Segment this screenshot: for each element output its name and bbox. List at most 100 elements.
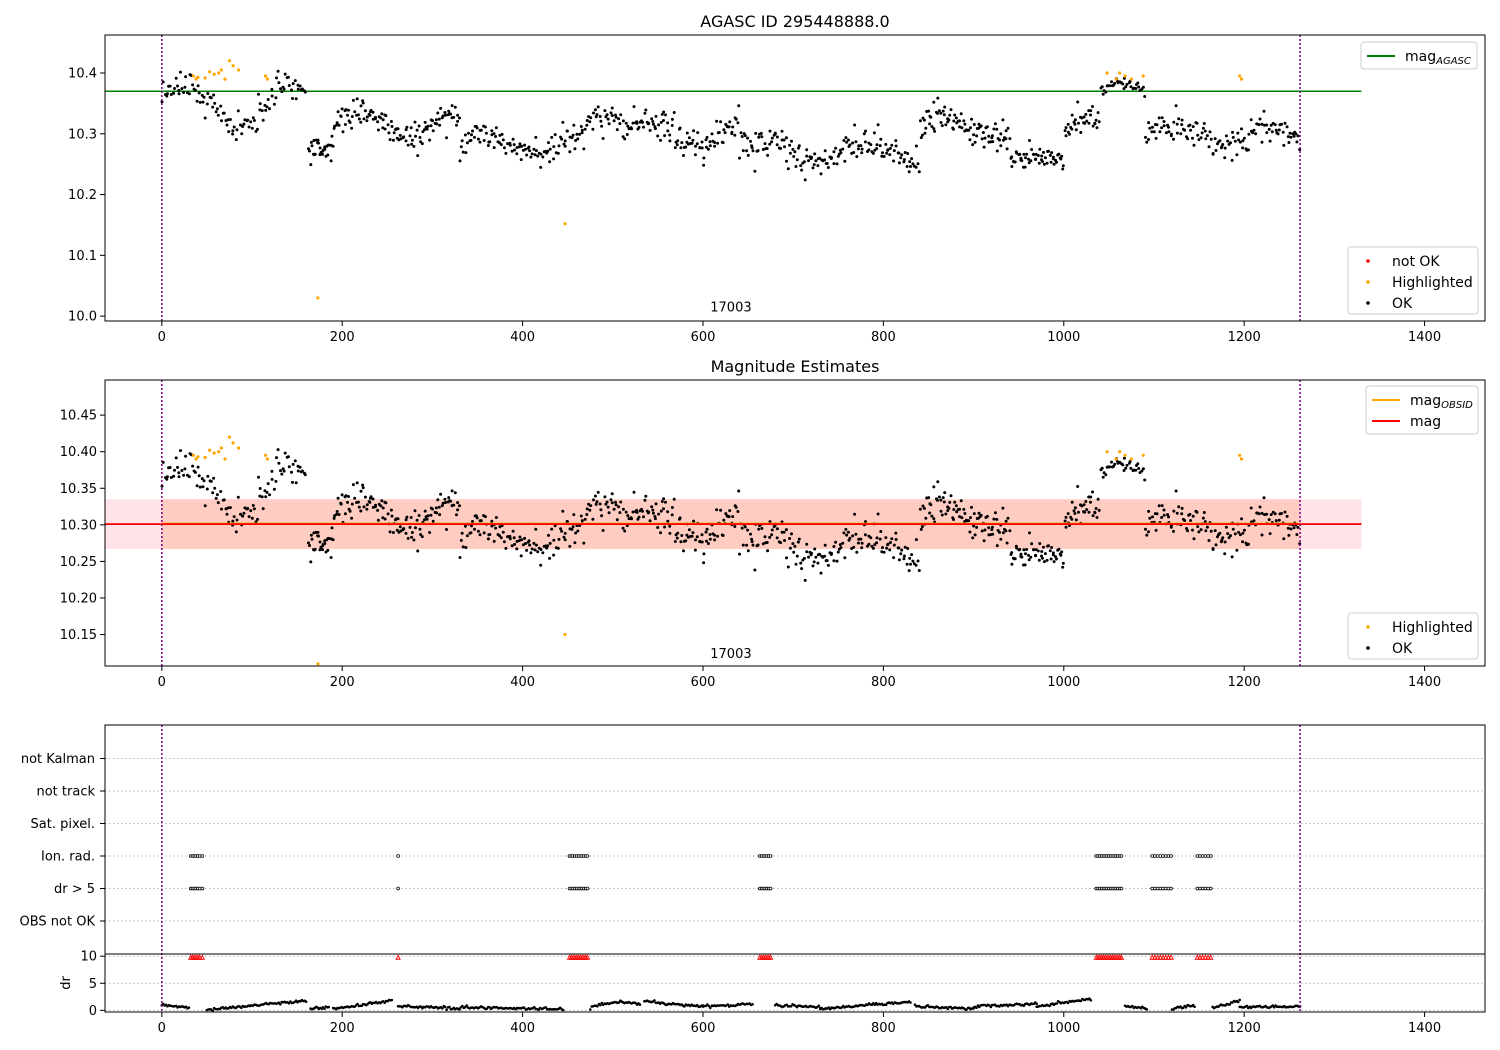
ok-point: [730, 130, 734, 134]
ok-point: [329, 556, 333, 559]
ok-point: [1240, 517, 1243, 521]
ok-point: [180, 469, 184, 472]
dr-clipped-marker: [1205, 954, 1211, 960]
ok-point: [1260, 511, 1264, 515]
ok-point: [219, 490, 223, 493]
ok-point: [855, 550, 859, 554]
ok-point: [373, 117, 377, 121]
ok-point: [195, 99, 199, 103]
ok-point: [1061, 164, 1065, 168]
ok-point: [1049, 557, 1053, 561]
ok-point: [529, 155, 533, 159]
ok-point: [1091, 105, 1094, 108]
ok-point: [813, 152, 817, 156]
ok-point: [417, 514, 421, 517]
ok-point: [1180, 123, 1184, 127]
ok-point: [770, 533, 774, 537]
ok-point: [226, 506, 230, 510]
ok-point: [268, 107, 271, 111]
ok-point: [294, 481, 298, 485]
ok-point: [695, 535, 699, 539]
ok-point: [980, 137, 984, 141]
panel1-obsid-annotation: 17003: [710, 300, 751, 315]
ok-point: [959, 499, 963, 503]
ok-point: [844, 527, 848, 531]
ok-point: [562, 142, 566, 146]
ok-point: [476, 529, 480, 533]
ok-point: [492, 132, 496, 136]
ok-point: [882, 550, 886, 554]
ok-point: [557, 144, 561, 148]
legend-point-marker: [1366, 259, 1370, 263]
ok-point: [316, 138, 320, 142]
ok-point: [180, 87, 184, 91]
ok-point: [1233, 532, 1237, 536]
ok-point: [990, 528, 994, 532]
ok-point: [565, 520, 569, 524]
ok-point: [605, 500, 609, 504]
ok-point: [936, 480, 940, 484]
ok-point: [733, 133, 737, 137]
ok-point: [410, 531, 414, 534]
ok-point: [768, 520, 772, 524]
ok-point: [749, 532, 752, 536]
ok-point: [805, 550, 809, 554]
ok-point: [177, 88, 181, 92]
dr-clipped-marker: [1208, 954, 1214, 960]
ok-point: [1083, 121, 1087, 125]
ok-point: [657, 123, 661, 127]
dr-point: [653, 999, 656, 1002]
ok-point: [309, 560, 313, 564]
ok-point: [450, 489, 454, 493]
ok-point: [343, 123, 347, 126]
ok-point: [680, 534, 684, 537]
ok-point: [630, 517, 634, 521]
ok-point: [335, 121, 339, 125]
ok-point: [212, 476, 216, 480]
ok-point: [578, 132, 582, 136]
dr-point: [683, 1005, 686, 1008]
ok-point: [357, 505, 361, 509]
ok-point: [1288, 131, 1292, 135]
ok-point: [982, 539, 986, 543]
ok-point: [1113, 81, 1117, 85]
ok-point: [745, 543, 749, 547]
ok-point: [1209, 137, 1213, 141]
ok-point: [685, 131, 689, 135]
ok-point: [579, 125, 583, 128]
ok-point: [511, 137, 515, 141]
ok-point: [902, 158, 906, 162]
ok-point: [1201, 516, 1205, 520]
ok-point: [971, 536, 975, 540]
highlighted-point: [196, 455, 200, 459]
ok-point: [909, 165, 912, 168]
panel2-title: Magnitude Estimates: [711, 357, 880, 376]
ok-point: [337, 513, 341, 516]
ok-point: [573, 147, 577, 151]
ok-point: [770, 136, 774, 140]
ok-point: [708, 144, 712, 148]
ok-point: [757, 135, 761, 139]
ok-point: [914, 144, 918, 148]
y-tick-label: 10.0: [68, 310, 97, 325]
ok-point: [220, 507, 223, 511]
ok-point: [1008, 529, 1012, 533]
ok-point: [572, 513, 576, 517]
ok-point: [884, 142, 888, 146]
ok-point: [1043, 552, 1047, 556]
legend-point-marker: [1366, 625, 1370, 629]
highlighted-point: [191, 74, 195, 78]
ok-point: [1124, 85, 1128, 89]
ok-point: [376, 120, 380, 124]
ok-point: [600, 514, 604, 518]
ok-point: [618, 122, 622, 126]
highlighted-point: [1105, 71, 1109, 75]
ok-point: [231, 519, 235, 523]
ok-point: [483, 515, 487, 519]
ok-point: [952, 119, 956, 123]
ok-point: [705, 527, 709, 531]
ok-point: [713, 141, 717, 144]
ok-point: [651, 120, 655, 123]
ok-point: [197, 91, 201, 95]
